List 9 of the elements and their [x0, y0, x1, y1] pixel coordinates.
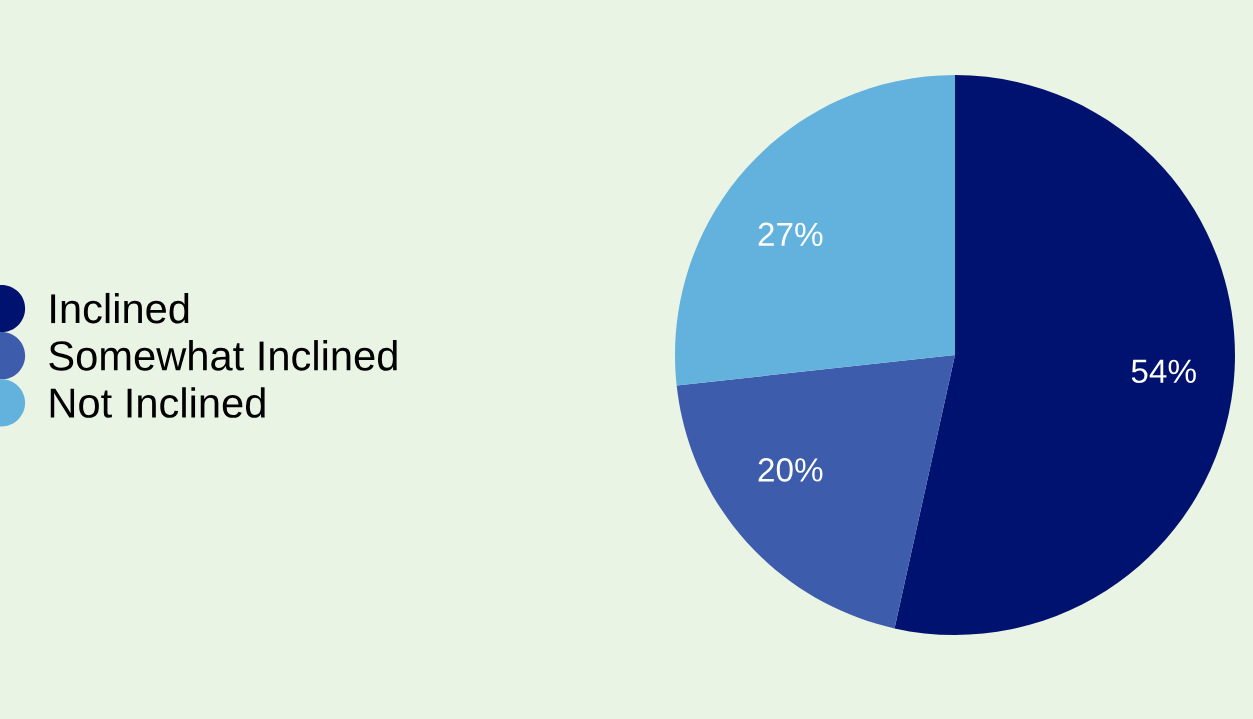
data-label: 54% — [1131, 359, 1196, 384]
legend-label: Somewhat Inclined — [49, 340, 397, 371]
data-label: 27% — [758, 222, 823, 247]
data-label: 20% — [758, 458, 823, 482]
pie-slice — [675, 75, 955, 386]
legend-label: Not Inclined — [50, 387, 265, 418]
legend-label: Inclined — [51, 292, 189, 324]
pie-slice — [676, 355, 955, 629]
pie-slice — [894, 75, 1235, 635]
